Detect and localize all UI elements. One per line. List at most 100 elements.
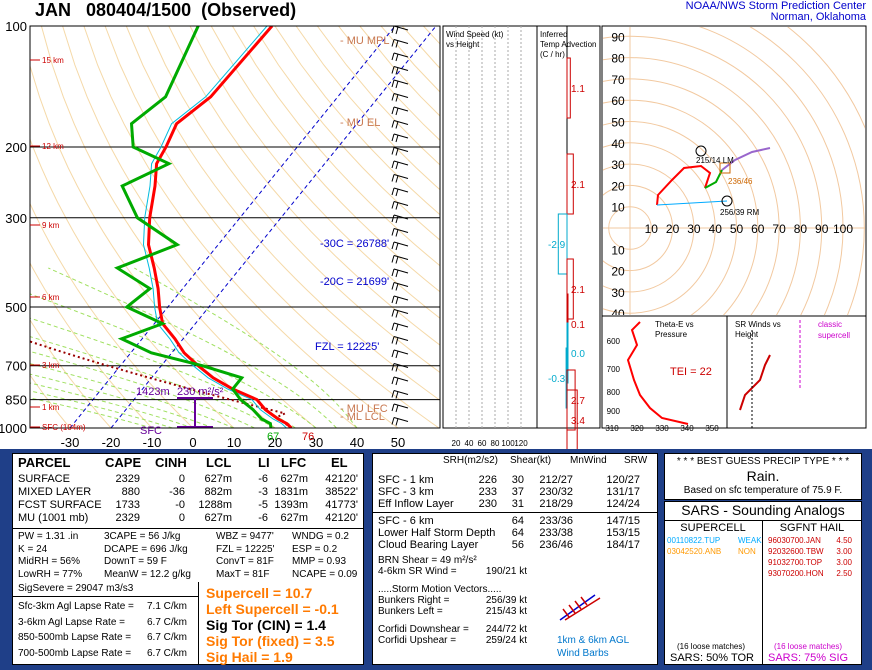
wind-barb-flag [391, 322, 395, 331]
kinematic-cell: 212/27 [539, 474, 573, 486]
hodo-ring-label: 10 [645, 222, 659, 236]
parcel-cell: 1831m [274, 486, 308, 498]
parcel-cell: -6 [258, 473, 268, 485]
parcel-header: LFC [281, 455, 307, 470]
sars-supercell-analog: 00110822.TUP [667, 536, 721, 545]
wind-barb-flag [391, 255, 395, 263]
temp-tick-label: 40 [350, 435, 364, 449]
sars-sig: SARS: 75% SIG [768, 652, 849, 664]
height-label: 15 km [42, 56, 64, 65]
advection-bar [566, 57, 571, 119]
advection-units: (C / hr) [540, 50, 565, 59]
wind-barb [393, 39, 409, 44]
sr-4-6-label: 4-6km SR Wind = [378, 566, 457, 577]
moist-adiabat [30, 397, 153, 428]
lapse-rate-label: 850-500mb Lapse Rate = [18, 632, 132, 643]
kinematic-cell: 147/15 [606, 515, 640, 527]
hodo-ring-label: 30 [687, 222, 701, 236]
lapse-rate-label: 700-500mb Lapse Rate = [18, 647, 132, 659]
wind-barb-flag [395, 53, 399, 62]
wind-speed-sub: vs Height [446, 40, 480, 49]
kinematic-cell: 31 [511, 498, 524, 510]
corfidi-label: Corfidi Downshear = [378, 624, 469, 635]
hodo-ring-label: 80 [794, 222, 808, 236]
sars-hail-analog: 96030700.JAN [768, 536, 821, 545]
wind-barbs-icon [559, 594, 601, 621]
wind-barb-shaft [564, 597, 601, 621]
pressure-tick-label: 1000 [0, 421, 27, 436]
wind-barb-flag [395, 269, 399, 278]
thermo-value: NCAPE = 0.09 [292, 568, 358, 580]
sr-winds-panel [726, 315, 867, 429]
hodo-ring-label: 40 [611, 137, 625, 151]
temp-tick-label: -10 [143, 435, 162, 449]
parcel-cell: MU (1001 mb) [18, 512, 89, 524]
wind-barb-flag [395, 377, 399, 386]
wind-barb-flag [395, 391, 399, 399]
kinematic-cell: Cloud Bearing Layer [378, 539, 479, 551]
sr-winds-title: SR Winds vs [735, 320, 781, 329]
hodo-trace-low [656, 164, 712, 206]
isotherm-line [110, 26, 437, 428]
parcel-cell: 882m [204, 486, 232, 498]
kinematic-cell: 131/17 [606, 486, 640, 498]
height-label: SFC (104m) [42, 423, 86, 432]
wind-barb [393, 187, 409, 193]
sig-severe-value: SigSevere = 29047 m3/s3 [18, 583, 134, 594]
wind-speed-tick: 120 [514, 439, 528, 448]
theta-e-title: Theta-E vs [655, 320, 694, 329]
wind-barb-flag [391, 79, 395, 88]
hodo-rm-marker [721, 195, 733, 207]
hodo-ring-label: 30 [611, 158, 625, 172]
wind-barb-flag [391, 25, 395, 34]
height-label: 3 km [42, 361, 60, 370]
hodograph-plot: 1010102020203030304040405050506060607070… [603, 27, 865, 315]
theta-e-ytick: 900 [607, 407, 621, 416]
wind-barb-flag [395, 40, 399, 48]
thermo-value: WNDG = 0.2 [292, 531, 349, 542]
wind-barb [393, 255, 409, 260]
dry-adiabat [125, 26, 440, 401]
helicity-label: 230 m²/s² [177, 386, 224, 398]
kinematic-header: Shear(kt) [510, 455, 552, 466]
wind-barb-flag [391, 349, 395, 358]
parcel-header: CINH [155, 455, 187, 470]
wind-barb [393, 201, 409, 206]
wind-barb-flag [395, 215, 399, 224]
kinematic-cell: 120/27 [606, 474, 640, 486]
wind-barb-flag [395, 148, 399, 156]
parcel-header: PARCEL [18, 455, 71, 470]
wind-barb-flag [391, 52, 395, 61]
hodo-label: 256/39 RM [720, 208, 759, 217]
isotherm-label: -20C = 21699' [320, 276, 389, 288]
wind-barb [393, 268, 409, 274]
barbs-label: 1km & 6km AGL [557, 635, 630, 646]
kinematic-cell: SFC - 1 km [378, 474, 434, 486]
dry-adiabat [210, 26, 440, 293]
kinematic-cell: 233/36 [539, 515, 573, 527]
composite-panel [198, 582, 364, 665]
wind-barb [393, 282, 409, 287]
sr-winds-sub: Height [735, 330, 759, 339]
kinematic-cell: 230 [478, 498, 497, 510]
wind-barb [393, 52, 409, 58]
parcel-cell: 1288m [198, 499, 232, 511]
parcel-cell: -36 [169, 486, 185, 498]
hodo-label: 215/14 LM [696, 156, 734, 165]
hodo-ring-label: 70 [611, 73, 625, 87]
thermo-value: MeanW = 12.2 g/kg [104, 568, 191, 580]
wind-barb-flag [395, 121, 399, 129]
lapse-rate-label: Sfc-3km Agl Lapse Rate = [18, 601, 134, 612]
parcel-cell: 1733 [115, 499, 140, 511]
corfidi-value: 244/72 kt [485, 624, 527, 635]
wind-barb-flag [391, 66, 395, 74]
hodo-ring-label: 20 [611, 179, 625, 193]
parcel-header: LI [258, 455, 270, 470]
sars-hail-header: SGFNT HAIL [779, 522, 845, 534]
dry-adiabat [30, 202, 194, 428]
wind-barb-flag [391, 174, 395, 182]
wind-barb-flag [391, 106, 395, 115]
thermo-value: LowRH = 77% [18, 568, 83, 580]
level-label: - MU MPL [340, 35, 390, 47]
bunkers-label: Bunkers Left = [378, 606, 443, 617]
